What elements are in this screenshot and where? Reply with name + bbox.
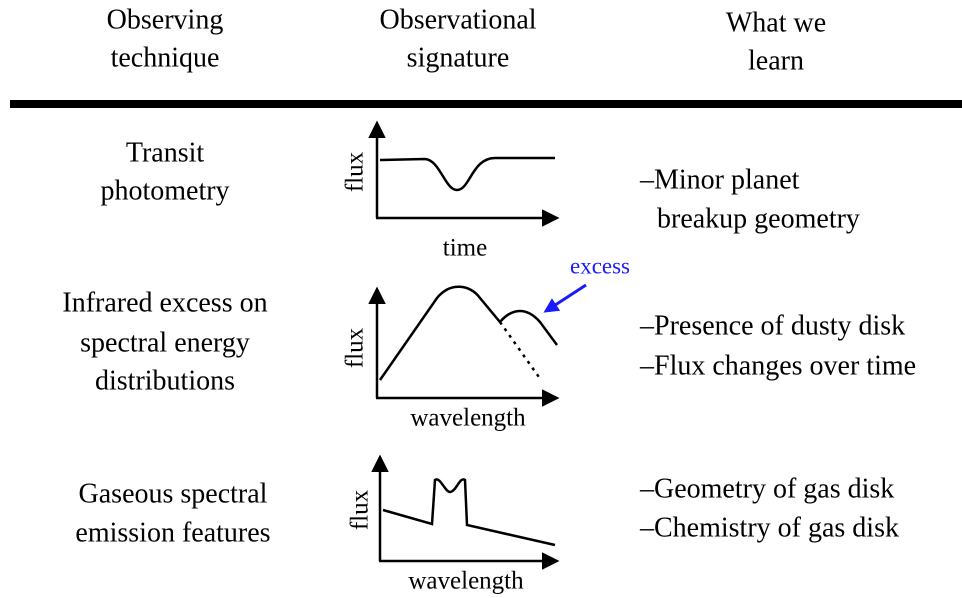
learn-item: –Minor planet <box>639 164 800 195</box>
y-axis-label: flux <box>342 151 369 192</box>
header: technique <box>111 42 220 73</box>
header: Observational <box>379 4 536 35</box>
x-axis-label: wavelength <box>410 405 526 432</box>
y-axis-label: flux <box>347 489 374 530</box>
technique: Gaseous spectral <box>79 478 268 509</box>
technique: spectral energy <box>80 327 250 358</box>
header: signature <box>407 42 510 73</box>
technique: Transit <box>126 137 205 168</box>
learn-item: breakup geometry <box>657 203 860 234</box>
plot <box>368 120 560 227</box>
annotation-arrow <box>543 283 587 313</box>
learn-item: –Geometry of gas disk <box>639 473 894 504</box>
header-rule <box>10 100 962 108</box>
learn-item: –Chemistry of gas disk <box>639 512 899 543</box>
y-axis-label: flux <box>342 327 369 368</box>
annotation: excess <box>570 253 630 278</box>
x-axis-label: time <box>443 235 487 262</box>
learn-item: –Flux changes over time <box>639 350 916 381</box>
technique: distributions <box>95 365 235 396</box>
technique: emission features <box>75 517 270 548</box>
learn-item: –Presence of dusty disk <box>639 310 905 341</box>
header: What we <box>726 7 826 38</box>
plot <box>368 285 560 407</box>
x-axis-label: wavelength <box>408 568 524 595</box>
technique: Infrared excess on <box>62 287 267 318</box>
header: Observing <box>107 4 224 35</box>
technique: photometry <box>100 175 229 206</box>
plot <box>371 454 560 570</box>
header: learn <box>748 45 804 76</box>
